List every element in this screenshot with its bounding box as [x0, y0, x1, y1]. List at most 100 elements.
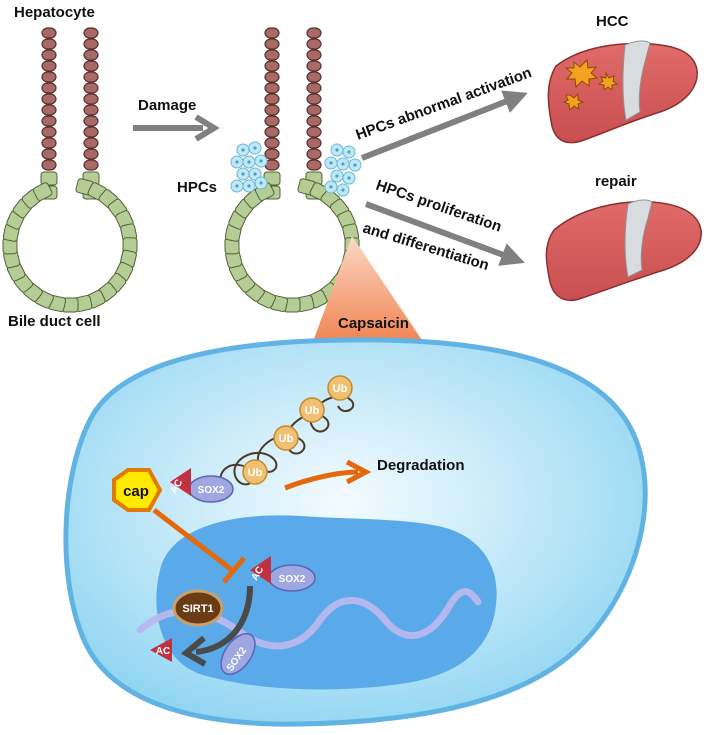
sox2-nucleus-top: SOX2 — [268, 564, 316, 592]
hepatocyte-cell — [306, 137, 322, 149]
hepatocyte-cell — [83, 71, 99, 83]
hcc-liver — [547, 40, 698, 144]
ub-4: Ub — [327, 375, 353, 401]
ub-1: Ub — [242, 459, 268, 485]
hepatocyte-cell — [41, 38, 57, 50]
ubiquitin-chain: Ub Ub Ub Ub — [219, 375, 355, 489]
ub-2: Ub — [273, 425, 299, 451]
hpc-nucleus — [235, 160, 239, 164]
proliferation-arrow — [364, 201, 525, 266]
chromatin — [136, 588, 482, 650]
degradation-label: Degradation — [377, 457, 465, 474]
bile-duct-cell — [40, 171, 58, 186]
hepatocyte-cell — [83, 60, 99, 72]
hpc-nucleus — [329, 185, 333, 189]
hcc-label: HCC — [596, 13, 629, 30]
bile-duct-ring — [2, 171, 138, 313]
hepatocyte-cell — [264, 115, 280, 127]
repaired-liver — [545, 199, 702, 302]
hepatocyte-column-left-damaged — [264, 27, 280, 171]
svg-text:Ub: Ub — [305, 405, 320, 417]
hepatocyte-cell — [306, 104, 322, 116]
hepatocyte-label: Hepatocyte — [14, 4, 95, 21]
hepatocyte-cell — [306, 82, 322, 94]
tumor-small-center — [597, 71, 619, 91]
hepatocyte-cell — [306, 71, 322, 83]
deacetylation-arrow — [180, 585, 253, 667]
hepatocyte-cell — [306, 159, 322, 171]
bile-duct-cell — [32, 182, 53, 201]
hepatocyte-cell — [264, 137, 280, 149]
hepatocyte-cell — [83, 38, 99, 50]
hepatocyte-cell — [306, 93, 322, 105]
hepatocyte-cell — [264, 71, 280, 83]
hepatocyte-cell — [306, 126, 322, 138]
cell — [63, 337, 648, 727]
hepatocyte-cell — [41, 71, 57, 83]
hepatocyte-cell — [264, 104, 280, 116]
hpc-nucleus — [341, 162, 345, 166]
hepatocyte-cell — [41, 82, 57, 94]
hpc-nucleus — [335, 174, 339, 178]
hepatocyte-cell — [41, 148, 57, 160]
hepatocyte-cell — [83, 82, 99, 94]
svg-text:SOX2: SOX2 — [198, 485, 225, 496]
tumor-large — [564, 58, 599, 89]
hepatocyte-cell — [83, 27, 99, 39]
tumor-small-lower — [562, 92, 585, 112]
hepatocyte-cell — [41, 115, 57, 127]
sirt1: SIRT1 — [172, 589, 224, 627]
svg-text:SIRT1: SIRT1 — [182, 603, 213, 615]
svg-text:Ub: Ub — [279, 433, 294, 445]
hepatocyte-cell — [264, 27, 280, 39]
hpc-nucleus — [347, 150, 351, 154]
cap-inhibition-line — [152, 508, 246, 584]
svg-text:Ub: Ub — [248, 467, 263, 479]
hepatocyte-cell — [83, 126, 99, 138]
hepatocyte-cell — [306, 115, 322, 127]
hepatocyte-cell — [83, 49, 99, 61]
capsaicin-cone — [308, 236, 432, 355]
hepatocyte-cell — [306, 38, 322, 50]
hepatocyte-cell — [41, 159, 57, 171]
hepatocyte-cell — [41, 126, 57, 138]
hepatocyte-cell — [83, 137, 99, 149]
hpc-nucleus — [241, 172, 245, 176]
repair-label: repair — [595, 173, 637, 190]
hepatocyte-column-left — [41, 27, 57, 171]
hepatocyte-cell — [41, 49, 57, 61]
hepatocyte-cell — [41, 104, 57, 116]
hepatocyte-cell — [83, 93, 99, 105]
hpcs-label: HPCs — [177, 179, 217, 196]
hepatocyte-column-right-damaged — [306, 27, 322, 171]
bile-duct-ring-damaged — [224, 171, 360, 313]
hepatocyte-cell — [83, 148, 99, 160]
abnormal-activation-arrow — [360, 90, 528, 161]
bile-duct-cell-label: Bile duct cell — [8, 313, 101, 330]
sox2-cytoplasm: SOX2 — [188, 475, 234, 503]
hpc-nucleus — [341, 188, 345, 192]
hepatocyte-column-right — [83, 27, 99, 171]
hepatocyte-cell — [83, 115, 99, 127]
hpc-nucleus — [259, 159, 263, 163]
hepatocyte-cell — [41, 27, 57, 39]
hepatocyte-cell — [264, 49, 280, 61]
svg-text:cap: cap — [123, 483, 149, 500]
hepatocyte-cell — [41, 93, 57, 105]
hpc-nucleus — [253, 172, 257, 176]
hpc-nucleus — [335, 148, 339, 152]
hepatocyte-cell — [264, 93, 280, 105]
ub-3: Ub — [299, 397, 325, 423]
damage-arrow — [133, 114, 220, 142]
hpc-cluster-right — [324, 143, 362, 197]
normal-bile-duct — [2, 27, 138, 313]
hpc-nucleus — [235, 184, 239, 188]
damage-label: Damage — [138, 97, 196, 114]
hepatocyte-cell — [264, 38, 280, 50]
hepatocyte-cell — [264, 126, 280, 138]
svg-text:Ub: Ub — [333, 383, 348, 395]
hepatocyte-cell — [41, 60, 57, 72]
ac-free: AC — [150, 638, 172, 662]
hpc-nucleus — [329, 161, 333, 165]
